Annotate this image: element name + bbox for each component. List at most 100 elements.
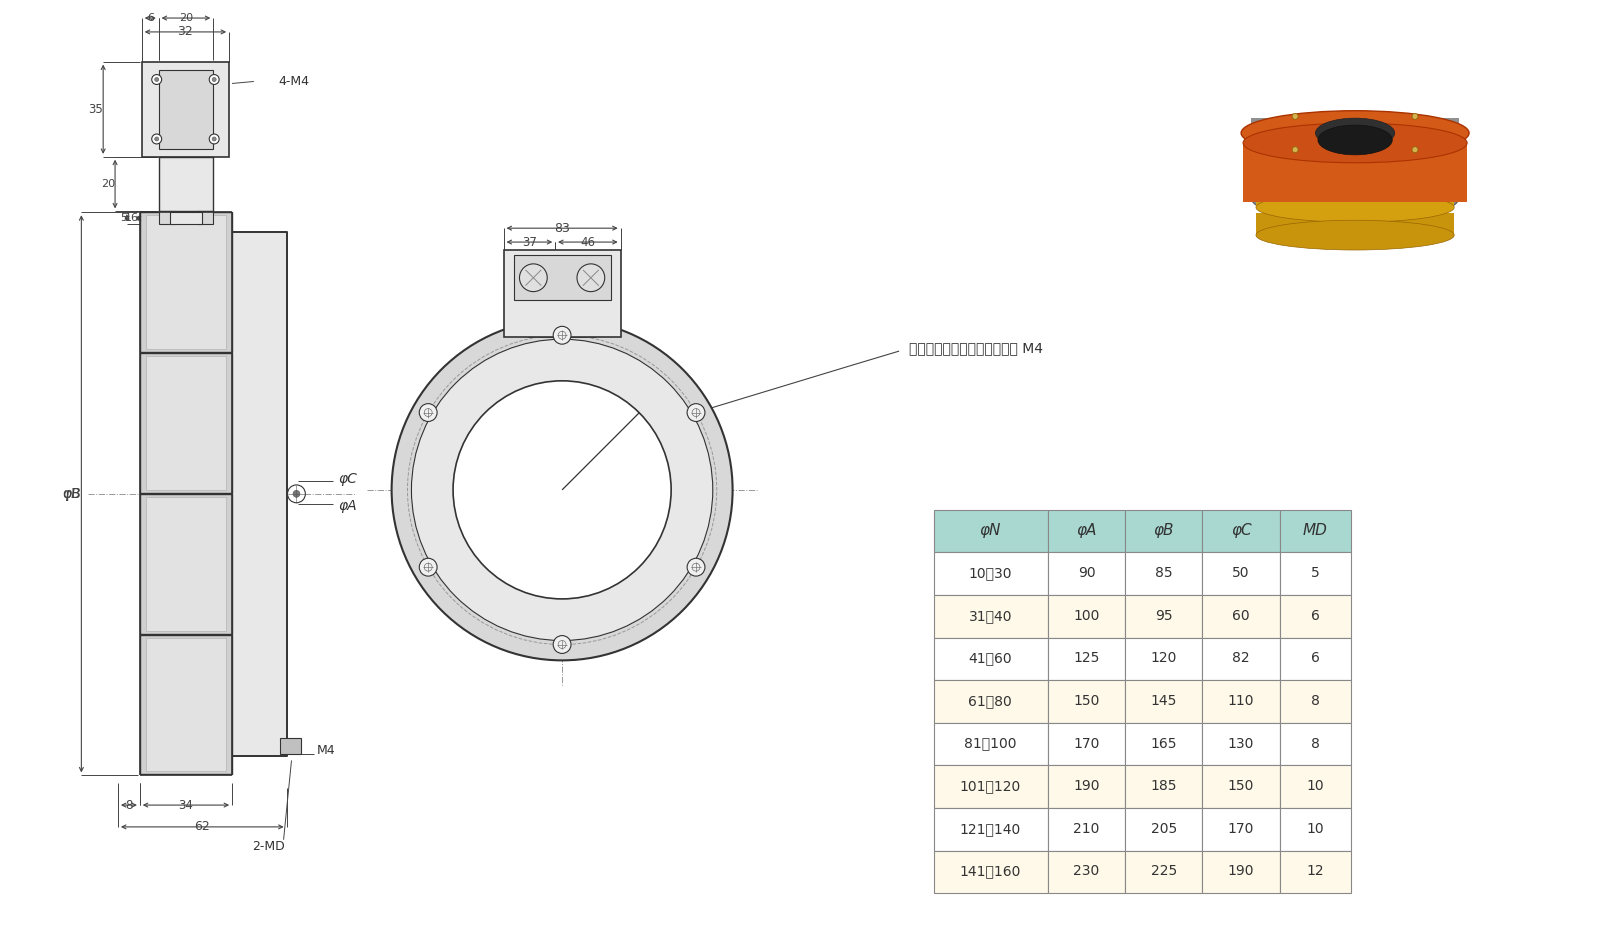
Bar	[1048, 510, 1125, 552]
Bar	[934, 850, 1048, 893]
Bar	[1280, 637, 1350, 680]
Text: 110: 110	[1227, 694, 1254, 708]
Bar	[1280, 766, 1350, 808]
Text: 8: 8	[125, 799, 133, 811]
Text: 34: 34	[179, 799, 194, 811]
Text: 90: 90	[1078, 566, 1096, 580]
Text: 10～30: 10～30	[968, 566, 1013, 580]
Bar	[934, 552, 1048, 595]
Text: 20: 20	[179, 13, 194, 23]
Bar	[158, 211, 174, 224]
Text: 100: 100	[1074, 609, 1099, 623]
Bar	[934, 510, 1048, 552]
Text: 125: 125	[1074, 652, 1099, 665]
Text: 10: 10	[1307, 779, 1325, 793]
Bar	[158, 69, 213, 149]
Text: 85: 85	[1155, 566, 1173, 580]
Text: 150: 150	[1227, 779, 1254, 793]
Circle shape	[152, 74, 162, 85]
Text: M4: M4	[317, 744, 334, 757]
Text: 35: 35	[88, 103, 102, 116]
Bar	[197, 211, 213, 224]
Bar	[1048, 808, 1125, 850]
Bar	[1048, 637, 1125, 680]
Polygon shape	[528, 324, 595, 337]
Bar	[280, 738, 301, 753]
Bar	[1280, 723, 1350, 766]
Text: 41～60: 41～60	[968, 652, 1013, 665]
Text: 82: 82	[1232, 652, 1250, 665]
Circle shape	[152, 134, 162, 144]
Text: 165: 165	[1150, 736, 1178, 750]
Bar	[1203, 850, 1280, 893]
Bar	[1256, 214, 1454, 235]
Bar	[1203, 552, 1280, 595]
Bar	[1203, 723, 1280, 766]
Text: 8: 8	[1310, 736, 1320, 750]
Bar	[146, 216, 226, 349]
Text: φA: φA	[1077, 523, 1096, 538]
Ellipse shape	[1318, 125, 1392, 155]
Circle shape	[213, 137, 216, 141]
Bar	[146, 637, 226, 771]
Bar	[1125, 723, 1203, 766]
Bar	[1048, 723, 1125, 766]
Bar	[139, 353, 232, 493]
Text: φA: φA	[338, 499, 357, 513]
Circle shape	[453, 381, 670, 598]
Text: 6: 6	[147, 13, 154, 23]
Bar	[1203, 595, 1280, 637]
Bar	[146, 497, 226, 631]
Bar	[142, 62, 229, 157]
Text: 83: 83	[554, 221, 570, 235]
Bar	[1125, 637, 1203, 680]
Text: 185: 185	[1150, 779, 1178, 793]
Bar	[139, 212, 232, 352]
Bar	[158, 157, 213, 211]
Circle shape	[1293, 113, 1298, 120]
Circle shape	[419, 559, 437, 576]
Bar	[1125, 850, 1203, 893]
Ellipse shape	[1242, 111, 1469, 156]
Circle shape	[210, 74, 219, 85]
Bar	[1048, 850, 1125, 893]
Circle shape	[1293, 146, 1298, 153]
Bar	[1125, 552, 1203, 595]
Text: 210: 210	[1074, 822, 1099, 836]
Bar	[1256, 185, 1454, 207]
Text: 2-MD: 2-MD	[253, 840, 285, 853]
Text: 6: 6	[1310, 652, 1320, 665]
Bar	[1251, 118, 1459, 198]
Bar	[934, 723, 1048, 766]
Bar	[1125, 808, 1203, 850]
Bar	[1280, 850, 1350, 893]
Text: 190: 190	[1227, 864, 1254, 879]
Bar	[1280, 510, 1350, 552]
Text: 16: 16	[125, 213, 139, 223]
Bar	[139, 635, 232, 774]
Text: 170: 170	[1074, 736, 1099, 750]
Ellipse shape	[1251, 173, 1459, 222]
Bar	[1125, 680, 1203, 723]
Ellipse shape	[1256, 193, 1454, 222]
Text: 6: 6	[1310, 609, 1320, 623]
Bar	[1203, 510, 1280, 552]
Circle shape	[288, 484, 306, 503]
Bar	[514, 255, 611, 299]
Bar	[1203, 680, 1280, 723]
Circle shape	[554, 636, 571, 654]
Bar	[1203, 808, 1280, 850]
Bar	[1125, 510, 1203, 552]
Circle shape	[155, 137, 158, 141]
Text: 190: 190	[1074, 779, 1099, 793]
Bar	[1256, 158, 1454, 180]
Text: 4-M4: 4-M4	[278, 75, 310, 88]
Bar	[1048, 680, 1125, 723]
Text: 150: 150	[1074, 694, 1099, 708]
Bar	[1203, 766, 1280, 808]
Bar	[934, 595, 1048, 637]
Bar	[1280, 552, 1350, 595]
Circle shape	[686, 559, 706, 576]
Text: 10: 10	[1307, 822, 1325, 836]
Text: 121～140: 121～140	[960, 822, 1021, 836]
